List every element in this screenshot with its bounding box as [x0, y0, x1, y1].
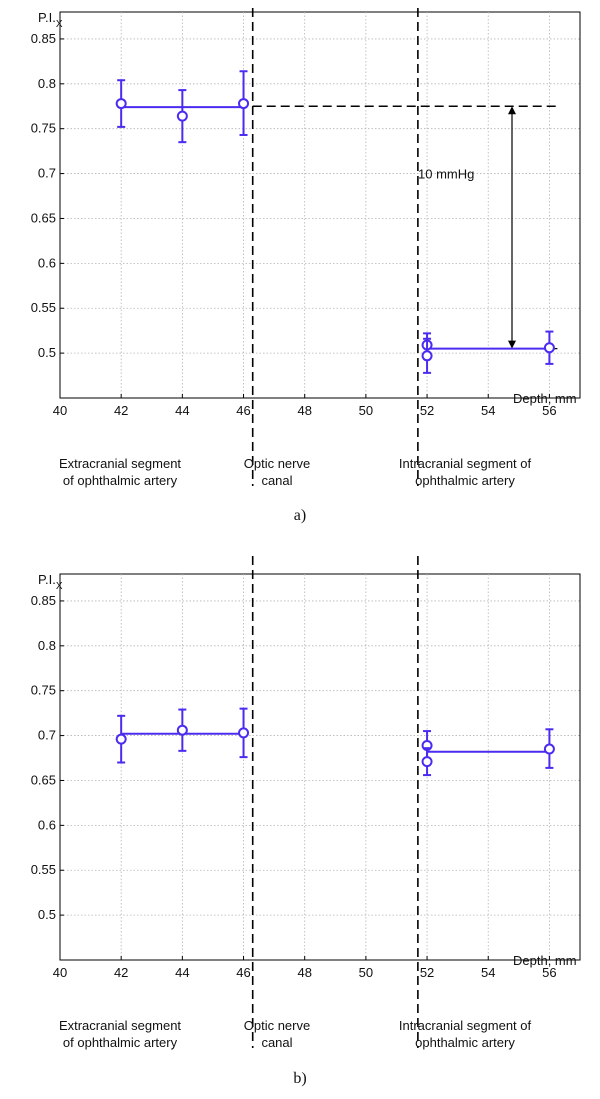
x-tick-label: 50 [359, 965, 373, 980]
y-tick-label: 0.55 [31, 300, 56, 315]
data-point [238, 727, 250, 739]
y-axis-ticks: 0.5 0.55 0.6 0.65 0.7 0.75 0.8 0.85 [31, 593, 64, 922]
y-tick-label: 0.85 [31, 593, 56, 608]
segment-boundaries [251, 556, 419, 1048]
data-point [238, 98, 250, 110]
y-tick-label: 0.75 [31, 683, 56, 698]
x-tick-label: 56 [542, 965, 556, 980]
pressure-annotation: 10 mmHg [252, 105, 558, 350]
y-tick-label: 0.8 [38, 76, 56, 91]
plot-area [59, 11, 581, 399]
annotation-label: 10 mmHg [418, 167, 474, 182]
segment-label: Extracranial segment of ophthalmic artery [59, 456, 181, 488]
segment-label: Intracranial segment of ophthalmic artery [399, 1018, 532, 1050]
y-tick-label: 0.65 [31, 210, 56, 225]
y-axis-label: P.I.X [38, 10, 63, 30]
y-tick-label: 0.6 [38, 255, 56, 270]
x-tick-label: 42 [114, 403, 128, 418]
x-tick-label: 46 [236, 403, 250, 418]
data-point [176, 110, 188, 122]
data-point [421, 756, 433, 768]
x-tick-label: 48 [297, 965, 311, 980]
x-tick-label: 44 [175, 403, 189, 418]
y-tick-label: 0.75 [31, 121, 56, 136]
y-tick-label: 0.85 [31, 31, 56, 46]
x-tick-label: 56 [542, 403, 556, 418]
x-tick-label: 48 [297, 403, 311, 418]
segment-labels: Extracranial segment of ophthalmic artery… [59, 1018, 532, 1050]
panel-label: a) [294, 507, 306, 524]
x-tick-label: 50 [359, 403, 373, 418]
y-tick-label: 0.8 [38, 638, 56, 653]
x-tick-label: 52 [420, 965, 434, 980]
data-point [421, 350, 433, 362]
data-point [115, 98, 127, 110]
x-axis-label: Depth, mm [513, 391, 577, 406]
chart-panel-b: 40 42 44 46 48 50 52 54 56 0.5 0.55 0.6 0.65 0.7 0.75… [31, 556, 581, 1087]
segment-label: Optic nerve canal [244, 456, 310, 488]
arrow-head-down [508, 340, 516, 349]
y-tick-label: 0.7 [38, 166, 56, 181]
x-tick-label: 46 [236, 965, 250, 980]
y-axis-ticks: 0.5 0.55 0.6 0.65 0.7 0.75 0.8 0.85 [31, 31, 64, 360]
segment-labels: Extracranial segment of ophthalmic artery… [59, 456, 532, 488]
data-series [115, 70, 555, 374]
x-tick-label: 52 [420, 403, 434, 418]
chart-panel-a: 40 42 44 46 48 50 52 54 56 0.5 0.55 0.6 0.65 0.7 0.75… [31, 8, 581, 524]
y-tick-label: 0.6 [38, 817, 56, 832]
x-tick-label: 40 [53, 965, 67, 980]
grid [60, 12, 580, 398]
plot-area [59, 573, 581, 961]
segment-label: Optic nerve canal [244, 1018, 310, 1050]
data-series [115, 707, 555, 777]
x-tick-label: 54 [481, 403, 495, 418]
y-tick-label: 0.5 [38, 345, 56, 360]
arrow-head-up [508, 106, 516, 115]
x-tick-label: 54 [481, 965, 495, 980]
x-axis-label: Depth, mm [513, 953, 577, 968]
data-point [176, 724, 188, 736]
x-tick-label: 42 [114, 965, 128, 980]
segment-boundaries [251, 8, 419, 486]
data-point [115, 733, 127, 745]
y-tick-label: 0.5 [38, 907, 56, 922]
y-axis-label: P.I.X [38, 572, 63, 592]
data-point [543, 743, 555, 755]
y-tick-label: 0.65 [31, 772, 56, 787]
x-axis-ticks: 40 42 44 46 48 50 52 54 56 [53, 956, 557, 980]
x-axis-ticks: 40 42 44 46 48 50 52 54 56 [53, 394, 557, 418]
segment-label: Intracranial segment of ophthalmic artery [399, 456, 532, 488]
x-tick-label: 44 [175, 965, 189, 980]
y-tick-label: 0.55 [31, 862, 56, 877]
x-tick-label: 40 [53, 403, 67, 418]
y-tick-label: 0.7 [38, 728, 56, 743]
data-point [543, 342, 555, 354]
segment-label: Extracranial segment of ophthalmic artery [59, 1018, 181, 1050]
panel-label: b) [293, 1070, 306, 1087]
